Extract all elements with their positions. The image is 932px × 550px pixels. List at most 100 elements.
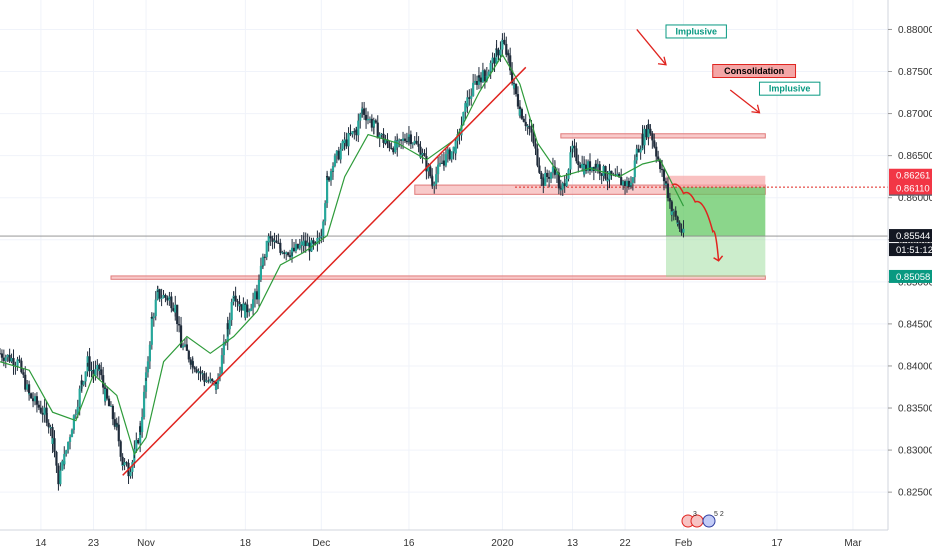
zone-target-support[interactable]	[110, 275, 766, 280]
candle-body	[477, 75, 481, 78]
candle-body	[653, 143, 656, 147]
candle-body	[263, 256, 266, 258]
candle-body	[234, 295, 237, 302]
candle-body	[479, 77, 483, 83]
candle-body	[629, 182, 633, 186]
candle-body	[135, 439, 138, 450]
candle-body	[279, 248, 282, 253]
candle-body	[207, 380, 210, 382]
candle-body	[620, 177, 623, 186]
candle-body	[0, 353, 2, 355]
candle-body	[435, 174, 438, 184]
candle-body	[325, 175, 329, 204]
arrowhead-icon	[751, 104, 761, 114]
annotation-box	[758, 81, 821, 96]
candle-body	[347, 133, 350, 147]
candle-body	[366, 118, 370, 121]
candle-body	[627, 180, 631, 187]
stop-loss-zone[interactable]	[666, 175, 766, 188]
candle-body	[549, 172, 553, 179]
candle-body	[491, 57, 494, 63]
candle-body	[403, 138, 407, 141]
candle-body	[320, 236, 323, 238]
candle-body	[635, 153, 638, 161]
candle-body	[296, 244, 299, 249]
price-tick-label: 0.86500	[898, 151, 932, 162]
short-position-tool[interactable]	[0, 175, 888, 277]
candle-body	[561, 183, 564, 190]
candle-body	[616, 173, 619, 176]
candle-body	[384, 139, 387, 144]
candle-body	[248, 310, 251, 313]
price-level-label: 0.86261	[896, 171, 930, 182]
candle-body	[18, 359, 21, 361]
candle-body	[413, 140, 416, 144]
profit-zone-filled[interactable]	[666, 187, 766, 237]
candle-body	[74, 413, 77, 416]
candle-body	[265, 240, 268, 258]
candle-body	[310, 240, 313, 252]
candle-body	[312, 240, 315, 244]
candle-body	[446, 149, 449, 155]
candle-body	[232, 296, 235, 302]
candle-body	[0, 353, 4, 358]
ascending-trendline[interactable]	[122, 66, 527, 476]
candle-body	[557, 172, 560, 189]
candle-body	[304, 240, 307, 247]
candle-body	[193, 367, 196, 370]
candle-body	[423, 153, 426, 157]
candle-body	[376, 122, 379, 139]
candle-body	[269, 236, 272, 239]
candle-body	[672, 210, 675, 212]
candle-body	[251, 299, 255, 309]
zone-resistance[interactable]	[560, 133, 766, 139]
candle-body	[577, 161, 580, 166]
candle-body	[363, 108, 366, 115]
candle-body	[63, 454, 66, 465]
annotation-box	[665, 24, 727, 39]
candle-body	[678, 222, 681, 229]
candle-body	[141, 416, 144, 433]
candle-body	[520, 109, 523, 119]
candle-body	[197, 371, 200, 373]
candle-body	[647, 124, 650, 138]
candle-body	[53, 438, 56, 452]
candle-body	[400, 139, 403, 141]
candle-body	[187, 350, 190, 360]
candle-body	[341, 141, 344, 150]
price-tick-label: 0.84500	[898, 319, 932, 330]
candle-body	[337, 150, 340, 160]
candle-body	[660, 169, 664, 171]
candle-body	[674, 210, 677, 217]
candle-body	[464, 103, 467, 112]
candle-body	[368, 118, 372, 120]
flag-eu-icon[interactable]	[702, 514, 716, 528]
annotations: Implusive Consolidation Implusive	[636, 24, 821, 114]
candle-body	[456, 134, 459, 141]
candle-body	[647, 124, 650, 129]
candle-body	[100, 369, 103, 376]
candle-body	[538, 165, 541, 173]
candle-body	[244, 304, 247, 318]
candle-body	[131, 462, 134, 472]
candle-body	[575, 148, 578, 162]
candle-body	[351, 131, 354, 135]
event-icons[interactable]: 3 5 2	[681, 511, 724, 528]
time-axis[interactable]: 14 23 Nov 18 Dec 16 2020 13 22 Feb 17 Mar	[35, 538, 862, 549]
candle-body	[475, 81, 479, 85]
candle-body	[45, 412, 48, 423]
candle-body	[121, 456, 124, 466]
candle-body	[355, 129, 358, 136]
candle-body	[470, 95, 473, 99]
trendline-group[interactable]	[122, 66, 527, 476]
time-tick-label: 16	[403, 538, 415, 549]
take-profit-zone[interactable]	[666, 236, 766, 277]
candle-body	[306, 242, 309, 247]
time-tick-label: Mar	[844, 538, 862, 549]
candle-body	[394, 140, 397, 153]
candle-body	[189, 359, 192, 365]
candle-body	[316, 237, 319, 245]
candle-body	[257, 279, 261, 300]
candle-body	[179, 325, 183, 344]
